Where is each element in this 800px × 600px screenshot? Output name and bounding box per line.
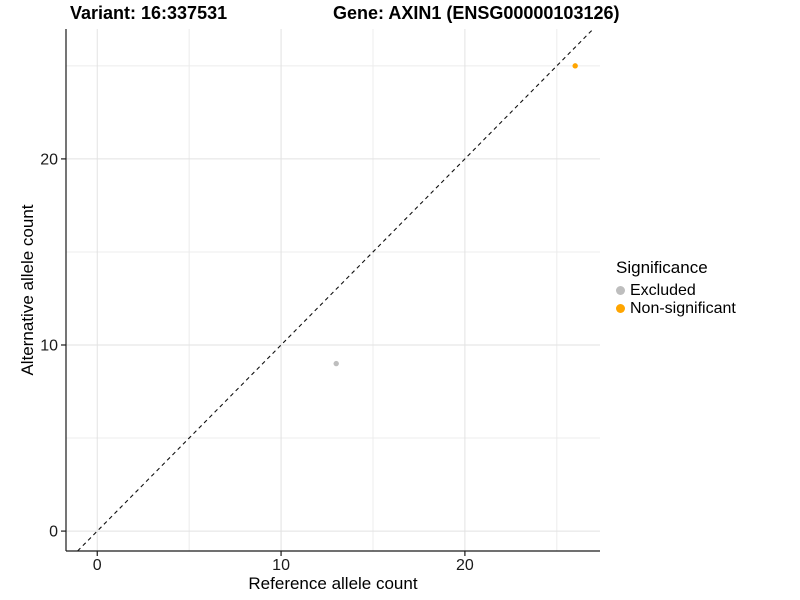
x-axis-label: Reference allele count xyxy=(248,574,418,593)
y-tick-label: 0 xyxy=(49,524,58,541)
x-tick-label: 0 xyxy=(93,557,102,574)
excluded-dot-icon xyxy=(616,286,625,295)
legend-title: Significance xyxy=(616,258,708,277)
data-point-non-significant xyxy=(572,63,578,69)
legend-item-excluded: Excluded xyxy=(616,282,736,299)
x-tick-label: 20 xyxy=(456,557,474,574)
non-significant-dot-icon xyxy=(616,304,625,313)
data-point-excluded xyxy=(333,360,339,367)
plot-title-variant: Variant: 16:337531 xyxy=(70,3,228,23)
legend-item-label: Non-significant xyxy=(630,300,736,317)
y-tick-label: 20 xyxy=(40,151,58,168)
legend-item-label: Excluded xyxy=(630,282,696,299)
legend-item-non-significant: Non-significant xyxy=(616,300,736,317)
y-tick-label: 10 xyxy=(40,337,58,354)
identity-line xyxy=(77,28,594,552)
x-tick-label: 10 xyxy=(272,557,290,574)
legend: Significance Excluded Non-significant xyxy=(616,258,736,317)
y-axis-label: Alternative allele count xyxy=(18,204,37,376)
plot-title-gene: Gene: AXIN1 (ENSG00000103126) xyxy=(333,3,620,23)
